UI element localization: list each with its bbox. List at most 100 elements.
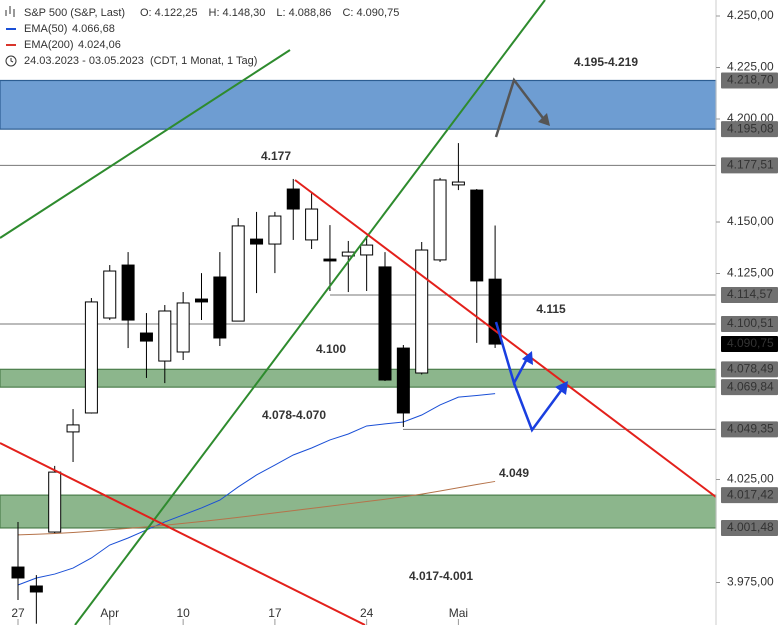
candle-body [451,181,465,186]
candle-body [195,298,208,303]
y-tick-label: 4.150,00 [727,214,774,228]
legend-swatch [6,28,16,30]
candle-body [396,347,410,414]
y-tick-label: 4.225,00 [727,60,774,74]
legend-swatch [6,44,16,46]
candle-body [121,264,135,321]
candle-body [11,566,25,579]
trend-line [0,442,366,625]
legend-entry: EMA(200) [24,39,74,51]
arrowhead [538,113,550,126]
legend-entry: EMA(50) [24,23,67,35]
drawings [0,0,717,625]
price-box-label: 4.114,57 [727,287,773,301]
ema-line [17,393,496,586]
candle-body [213,276,227,339]
annotation: 4.100 [316,342,346,356]
price-box-label: 4.090,75 [727,336,774,350]
x-tick-label: 27 [11,606,25,620]
price-box [721,336,778,353]
trend-line [0,49,291,239]
legend-value: 4.066,68 [72,23,115,35]
price-box [721,121,778,138]
annotation: 4.177 [261,149,291,163]
candle-body [415,249,429,374]
candle-body [231,225,245,322]
trend-line [74,0,546,625]
zone [0,368,717,388]
marks-layer [11,143,502,624]
y-tick-label: 4.250,00 [727,8,774,22]
candle-body [29,585,43,593]
legend-value: 4.024,06 [78,39,121,51]
price-box-label: 4.218,70 [727,73,774,87]
price-box-label: 4.069,84 [727,379,774,393]
price-box-label: 4.177,51 [727,158,774,172]
period-detail: (CDT, 1 Monat, 1 Tag) [150,55,257,67]
price-box-label: 4.195,08 [727,121,774,135]
price-box [721,286,778,303]
legend-title: S&P 500 (S&P, Last) [24,7,125,19]
y-tick-label: 4.025,00 [727,472,774,486]
candle-body [66,424,80,433]
price-box-label: 4.017,42 [727,487,774,501]
legend-stat: L: 4.088,86 [276,7,331,19]
x-tick-label: Apr [100,606,119,620]
price-box-label: 4.001,48 [727,520,774,534]
candle-body [323,258,337,262]
candle-body [360,244,374,256]
price-box-label: 4.100,51 [727,316,774,330]
trend-line [294,179,717,498]
y-tick-label: 4.125,00 [727,266,774,280]
clock-icon [10,58,14,63]
ema-line [17,480,496,536]
legend: S&P 500 (S&P, Last) EMA(50) 4.066,68 EMA… [5,6,399,67]
arrowhead [555,381,568,395]
candle-body [470,189,484,282]
candle-body [268,215,282,245]
annotation: 4.115 [536,302,566,316]
annotation: 4.078-4.070 [262,408,326,422]
clock-icon [5,55,17,67]
price-box [721,379,778,396]
y-tick-label: 3.975,00 [727,575,774,589]
price-box [721,72,778,89]
legend-stat: C: 4.090,75 [342,7,399,19]
period: 24.03.2023 - 03.05.2023 [24,55,144,67]
candle-body [433,179,447,261]
x-tick-label: 10 [176,606,190,620]
background-layer [0,79,717,529]
price-box [721,421,778,438]
price-box [721,487,778,504]
candle-body [158,310,172,362]
candle-body [84,301,98,414]
legend-stat: H: 4.148,30 [209,7,266,19]
x-tick-label: 24 [360,606,374,620]
price-box [721,315,778,332]
arrow [494,77,547,138]
price-box-label: 4.049,35 [727,422,774,436]
annotation: 4.195-4.219 [574,55,638,69]
candle-body [176,302,190,353]
candle-body [250,238,264,245]
annotation: 4.017-4.001 [409,569,473,583]
x-tick-label: 17 [268,606,282,620]
price-box-label: 4.078,49 [727,361,774,375]
candle-body [305,208,319,241]
candle-body [139,332,153,342]
candle-body [286,188,300,210]
price-box [721,361,778,378]
axis-layer: 4.250,004.225,004.200,004.150,004.125,00… [11,0,778,625]
price-box [721,157,778,174]
arrow [512,382,565,433]
candle-body [103,270,117,319]
x-tick-label: Mai [449,606,468,620]
price-box [721,519,778,536]
zone [0,79,717,130]
zone [0,494,717,529]
candle-body [378,266,392,381]
arrowhead [522,351,533,365]
candle-body [48,471,62,533]
